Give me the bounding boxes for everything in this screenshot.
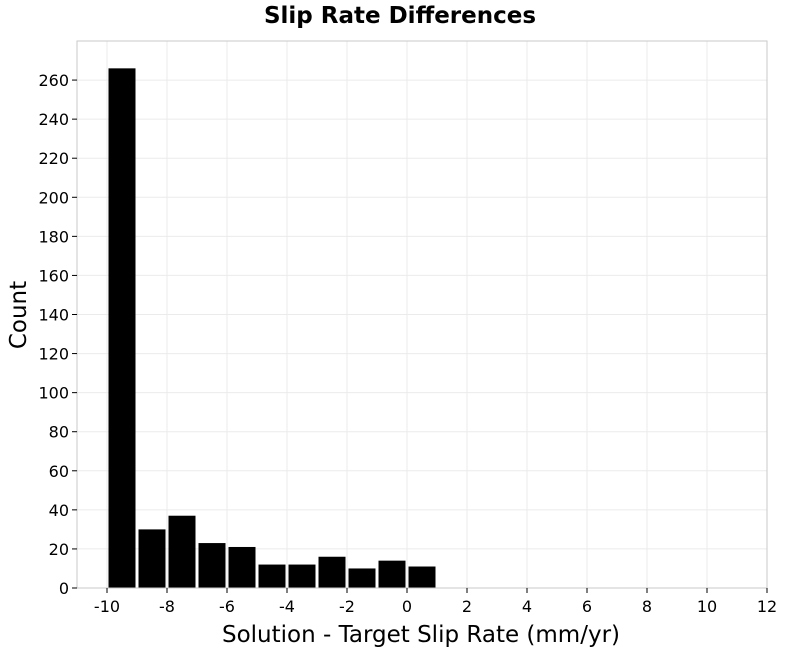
y-tick-label: 80 (49, 423, 69, 442)
y-tick-label: 220 (38, 149, 69, 168)
y-axis-ticks: 0 20 40 60 80 100 120 140 160 180 200 220 240 260 (38, 71, 77, 598)
y-tick-label: 240 (38, 110, 69, 129)
x-tick-label: -8 (159, 597, 175, 616)
histogram-bar (288, 564, 316, 588)
y-tick-label: 100 (38, 384, 69, 403)
histogram-bar (138, 529, 166, 588)
histogram-bar (348, 568, 376, 588)
histogram-bar (198, 543, 226, 588)
y-tick-label: 160 (38, 266, 69, 285)
x-axis-ticks: -10 -8 -6 -4 -2 0 2 4 6 8 10 12 (94, 588, 777, 616)
x-tick-label: 0 (402, 597, 412, 616)
x-tick-label: -6 (219, 597, 235, 616)
y-tick-label: 60 (49, 462, 69, 481)
bars (108, 68, 436, 589)
histogram-bar (108, 68, 136, 589)
x-tick-label: -4 (279, 597, 295, 616)
histogram-bar (258, 564, 286, 588)
y-tick-label: 120 (38, 345, 69, 364)
x-tick-label: 4 (522, 597, 532, 616)
x-tick-label: -2 (339, 597, 355, 616)
x-tick-label: 6 (582, 597, 592, 616)
x-tick-label: 8 (642, 597, 652, 616)
y-axis-label: Count (6, 281, 32, 349)
x-tick-label: 2 (462, 597, 472, 616)
x-tick-label: 12 (757, 597, 777, 616)
histogram-bar (228, 546, 256, 588)
y-tick-label: 260 (38, 71, 69, 90)
x-tick-label: -10 (94, 597, 120, 616)
histogram-bar (408, 566, 436, 588)
y-tick-label: 40 (49, 501, 69, 520)
grid-lines (77, 41, 768, 589)
histogram-bar (168, 515, 196, 588)
y-tick-label: 140 (38, 306, 69, 325)
x-axis-label: Solution - Target Slip Rate (mm/yr) (222, 622, 620, 648)
chart-title: Slip Rate Differences (264, 3, 536, 29)
y-tick-label: 180 (38, 227, 69, 246)
histogram-bar (318, 556, 346, 588)
histogram-bar (378, 560, 406, 588)
y-tick-label: 200 (38, 188, 69, 207)
y-tick-label: 0 (59, 579, 69, 598)
y-tick-label: 20 (49, 540, 69, 559)
x-tick-label: 10 (697, 597, 717, 616)
